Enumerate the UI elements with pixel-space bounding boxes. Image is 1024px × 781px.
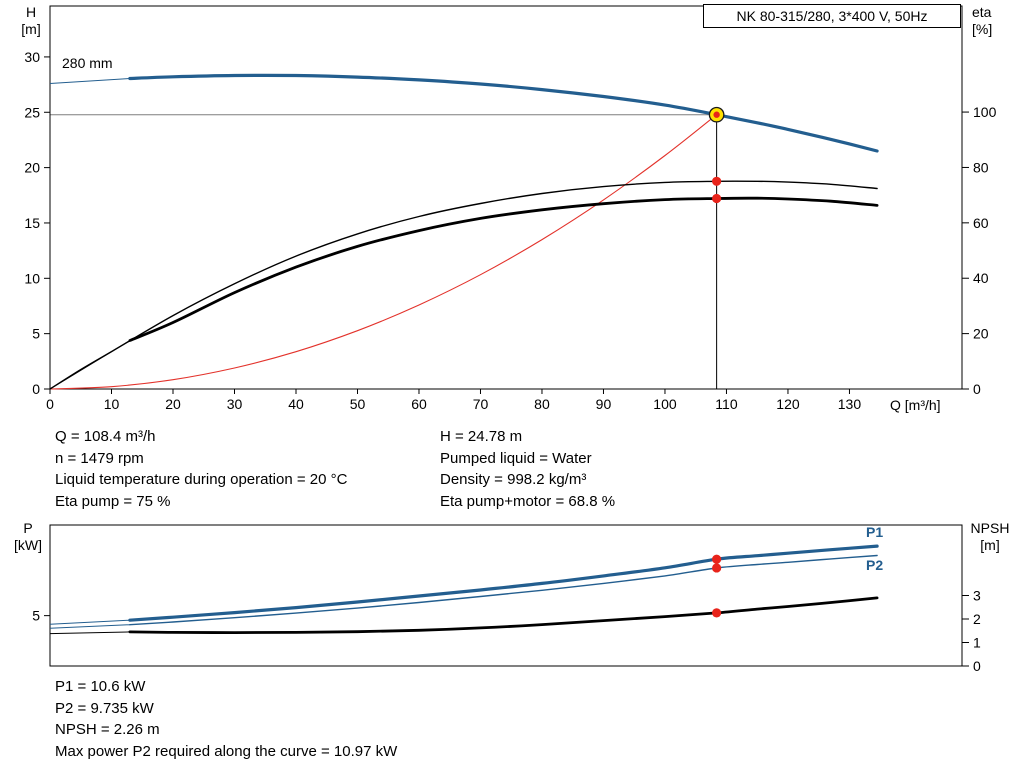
duty-info-left: Q = 108.4 m³/h n = 1479 rpm Liquid tempe… [55, 426, 347, 512]
pump-type-box: NK 80-315/280, 3*400 V, 50Hz [703, 4, 961, 28]
duty-dot-marker [712, 176, 722, 186]
p2-curve-label: P2 [866, 557, 884, 573]
x-axis-tick-label: 100 [653, 396, 677, 412]
left-axis-tick-label: 0 [32, 381, 40, 397]
info-flow: Q = 108.4 m³/h [55, 428, 156, 445]
head-lead-line [49, 78, 130, 84]
left-axis-tick-label: 25 [24, 104, 40, 120]
right-axis-tick-label: 0 [973, 658, 981, 674]
head-axis-symbol: H [25, 4, 37, 20]
x-axis-tick-label: 70 [473, 396, 489, 412]
info-eta-pump-motor: Eta pump+motor = 68.8 % [440, 492, 616, 510]
eta-pump-motor-curve [128, 196, 879, 342]
x-axis-tick-label: 90 [596, 396, 612, 412]
power-axis-title: P [kW] [8, 520, 48, 554]
info-pumped-liquid: Pumped liquid = Water [440, 449, 592, 467]
right-axis-tick-label: 60 [973, 215, 989, 231]
info-npsh: NPSH = 2.26 m [55, 721, 160, 738]
eta-pump-motor-lead-line [49, 340, 131, 390]
right-axis-tick-label: 80 [973, 159, 989, 175]
info-head: H = 24.78 m [440, 428, 523, 445]
right-axis-tick-label: 1 [973, 635, 981, 651]
power-axis-symbol: P [23, 520, 33, 536]
main-chart: 0 5 10 15 20 25 30 0 20 40 60 80 100 0 10 20 30 40 50 60 70 8… [24, 5, 997, 412]
x-axis-tick-label: 80 [534, 396, 550, 412]
right-axis-tick-label: 0 [973, 381, 981, 397]
x-axis-tick-label: 10 [104, 396, 120, 412]
x-axis-tick-label: 110 [715, 396, 738, 412]
power-chart: 5 0 1 2 3 [32, 524, 981, 674]
info-density: Density = 998.2 kg/m³ [440, 471, 587, 488]
head-axis-unit: [m] [21, 21, 41, 37]
left-axis-tick-label: 5 [32, 326, 40, 342]
left-axis-tick-label: 20 [24, 160, 40, 176]
chart-frame [49, 524, 963, 667]
head-curve [128, 73, 879, 153]
info-p1: P1 = 10.6 kW [55, 678, 146, 695]
npsh-axis-symbol: NPSH [970, 520, 1010, 536]
impeller-diameter-label: 280 mm [62, 55, 113, 71]
eta-axis-unit: [%] [972, 21, 993, 37]
info-p2: P2 = 9.735 kW [55, 699, 154, 717]
npsh-axis-title: NPSH [m] [966, 520, 1014, 554]
p2-lead-line [49, 624, 130, 629]
left-axis-tick-label: 5 [32, 608, 40, 624]
power-axis-unit: [kW] [14, 537, 42, 553]
npsh-lead-line [49, 631, 130, 635]
right-axis-tick-label: 40 [973, 270, 989, 286]
x-axis-tick-label: 0 [46, 396, 54, 412]
head-axis-title: H [m] [14, 4, 48, 38]
eta-axis-title: eta [%] [972, 4, 992, 38]
duty-dot-marker [712, 563, 722, 573]
eta-pump-curve [49, 180, 878, 390]
duty-dot-marker [712, 193, 722, 204]
right-axis-tick-label: 2 [973, 611, 981, 627]
duty-dot-marker [712, 554, 722, 564]
left-axis-tick-label: 10 [24, 270, 40, 286]
info-speed: n = 1479 rpm [55, 449, 144, 467]
x-axis-tick-label: 30 [227, 396, 243, 412]
chart-frame [49, 5, 963, 390]
x-axis-tick-label: 60 [411, 396, 427, 412]
duty-point-center [713, 111, 720, 118]
power-info: P1 = 10.6 kW P2 = 9.735 kW NPSH = 2.26 m… [55, 676, 397, 762]
npsh-curve [128, 596, 879, 634]
p1-lead-line [49, 619, 130, 625]
npsh-axis-unit: [m] [980, 537, 1000, 553]
eta-axis-symbol: eta [972, 4, 992, 20]
p1-curve-label: P1 [866, 524, 884, 540]
left-axis-tick-label: 15 [24, 215, 40, 231]
p2-curve [129, 554, 878, 626]
right-axis-tick-label: 3 [973, 588, 981, 604]
right-axis-tick-label: 100 [973, 104, 997, 120]
x-axis-tick-label: 40 [288, 396, 304, 412]
x-axis-tick-label: 120 [776, 396, 800, 412]
x-axis-tick-label: 130 [838, 396, 862, 412]
flow-axis-title: Q [m³/h] [890, 397, 941, 413]
info-max-power: Max power P2 required along the curve = … [55, 742, 398, 760]
x-axis-tick-label: 20 [165, 396, 181, 412]
p1-curve [128, 544, 879, 622]
right-axis-tick-label: 20 [973, 326, 989, 342]
x-axis-tick-label: 50 [350, 396, 366, 412]
duty-dot-marker [712, 608, 722, 618]
duty-info-right: H = 24.78 m Pumped liquid = Water Densit… [440, 426, 615, 512]
left-axis-tick-label: 30 [24, 49, 40, 65]
info-liquid-temperature: Liquid temperature during operation = 20… [55, 471, 348, 488]
info-eta-pump: Eta pump = 75 % [55, 492, 171, 510]
system-curve-curve [49, 114, 718, 390]
